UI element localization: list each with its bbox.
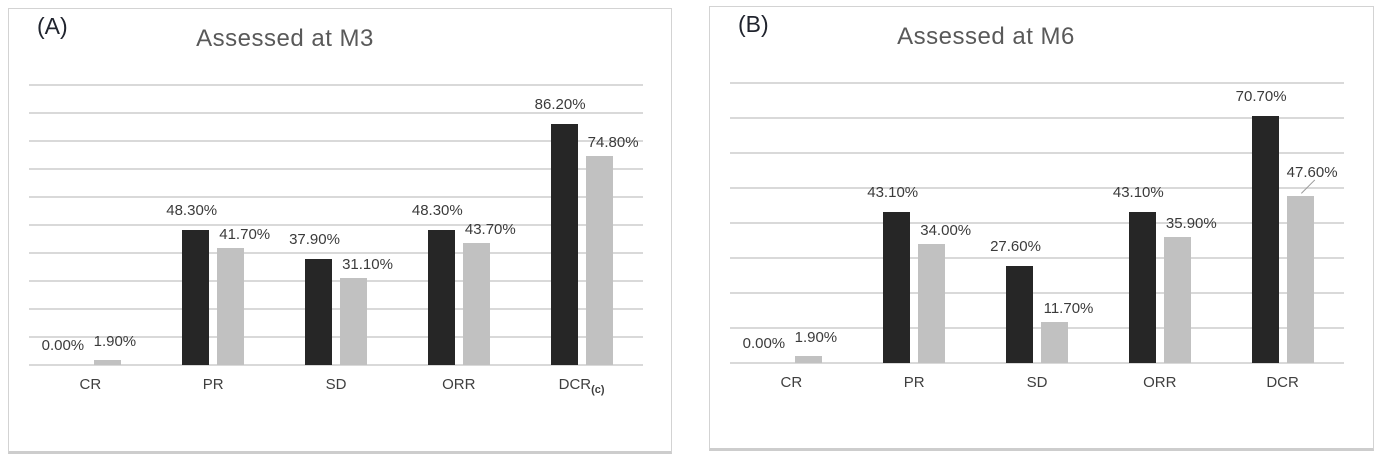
value-label-black-orr: 48.30%: [411, 201, 463, 219]
bar-gray-dcr: [1286, 196, 1314, 363]
gridline: [29, 280, 643, 282]
bar-black-sd: [1006, 266, 1033, 363]
bar-gray-orr: [1163, 237, 1191, 363]
bar-gray-sd: [340, 277, 367, 365]
value-label-black-cr: 0.00%: [742, 335, 786, 352]
gridline: [730, 327, 1344, 329]
bar-black-sd: [305, 258, 332, 365]
value-label-gray-sd: 11.70%: [1043, 300, 1094, 318]
category-label-text: DCR: [558, 376, 592, 393]
bar-gray-cr: [795, 356, 823, 363]
panel-label-b: (B): [738, 11, 769, 37]
category-label-dcr: DCR(c): [521, 376, 643, 396]
value-label-gray-orr: 35.90%: [1165, 215, 1217, 233]
category-label-pr: PR: [853, 374, 975, 391]
value-label-black-sd: 27.60%: [990, 238, 1041, 256]
category-label-text: SD: [325, 376, 347, 393]
value-label-gray-dcr: 47.60%: [1286, 164, 1338, 182]
gridline: [730, 362, 1344, 364]
category-label-text: CR: [79, 376, 102, 393]
value-label-black-dcr: 70.70%: [1235, 87, 1287, 105]
category-label-text: ORR: [442, 376, 476, 393]
bar-gray-sd: [1041, 322, 1068, 363]
category-label-cr: CR: [730, 374, 852, 391]
category-label-text: DCR: [1266, 374, 1299, 391]
gridline: [29, 84, 643, 86]
gridline: [730, 187, 1344, 189]
chart-panel-a: (A) Assessed at M3 0.00% 1.90% CR 48.30% 41.…: [8, 8, 672, 454]
value-label-gray-dcr: 74.80%: [587, 133, 639, 151]
bar-black-orr: [427, 229, 455, 365]
gridline: [29, 140, 643, 142]
value-label-gray-cr: 1.90%: [93, 332, 137, 350]
gridline: [29, 308, 643, 310]
gridline: [29, 196, 643, 198]
gridline: [29, 112, 643, 114]
bar-gray-cr: [94, 359, 122, 365]
category-label-orr: ORR: [398, 376, 520, 393]
plot-area-b: 0.00% 1.90% CR 43.10% 34.00% PR 27.60% 11.70% SD…: [710, 7, 1373, 448]
chart-title-b: Assessed at M6: [897, 23, 1075, 50]
category-label-sd: SD: [976, 374, 1098, 391]
category-label-text: PR: [202, 376, 224, 393]
value-label-gray-orr: 43.70%: [464, 220, 516, 238]
bar-gray-pr: [217, 248, 245, 365]
category-label-text: SD: [1026, 374, 1048, 391]
bar-black-pr: [182, 229, 210, 365]
bar-black-orr: [1128, 212, 1156, 363]
category-label-subscript: (c): [591, 384, 605, 396]
gridline: [29, 364, 643, 366]
value-label-gray-pr: 41.70%: [219, 226, 271, 244]
value-label-black-dcr: 86.20%: [534, 95, 586, 113]
value-label-black-orr: 43.10%: [1112, 184, 1164, 202]
value-label-gray-pr: 34.00%: [920, 222, 972, 239]
value-label-black-pr: 43.10%: [867, 184, 919, 202]
panel-label-a: (A): [37, 13, 68, 39]
bar-black-dcr: [1251, 115, 1279, 363]
gridline: [730, 292, 1344, 294]
bar-gray-pr: [918, 244, 946, 363]
gridline: [29, 224, 643, 226]
value-label-black-pr: 48.30%: [166, 201, 218, 219]
chart-panel-b: (B) Assessed at M6 0.00% 1.90% CR 43.10% 34.…: [709, 6, 1374, 451]
category-label-cr: CR: [29, 376, 151, 393]
category-label-orr: ORR: [1099, 374, 1221, 391]
gridline: [730, 117, 1344, 119]
value-label-black-sd: 37.90%: [289, 230, 340, 248]
category-label-sd: SD: [275, 376, 397, 393]
category-label-text: CR: [780, 374, 803, 391]
gridline: [29, 252, 643, 254]
bar-black-dcr: [550, 123, 578, 365]
category-label-pr: PR: [152, 376, 274, 393]
gridline: [730, 82, 1344, 84]
value-label-gray-cr: 1.90%: [794, 329, 838, 347]
value-label-black-cr: 0.00%: [41, 337, 85, 354]
gridline: [29, 168, 643, 170]
category-label-text: PR: [903, 374, 925, 391]
plot-area-a: 0.00% 1.90% CR 48.30% 41.70% PR 37.90% 31.10% SD…: [9, 9, 671, 451]
value-label-gray-sd: 31.10%: [342, 255, 393, 273]
gridline: [29, 336, 643, 338]
category-label-text: ORR: [1143, 374, 1177, 391]
chart-title-a: Assessed at M3: [196, 25, 374, 52]
gridline: [730, 222, 1344, 224]
bar-black-pr: [883, 212, 911, 363]
gridline: [730, 152, 1344, 154]
bar-gray-orr: [462, 242, 490, 365]
category-label-dcr: DCR: [1222, 374, 1344, 391]
gridline: [730, 257, 1344, 259]
bar-gray-dcr: [585, 155, 613, 365]
